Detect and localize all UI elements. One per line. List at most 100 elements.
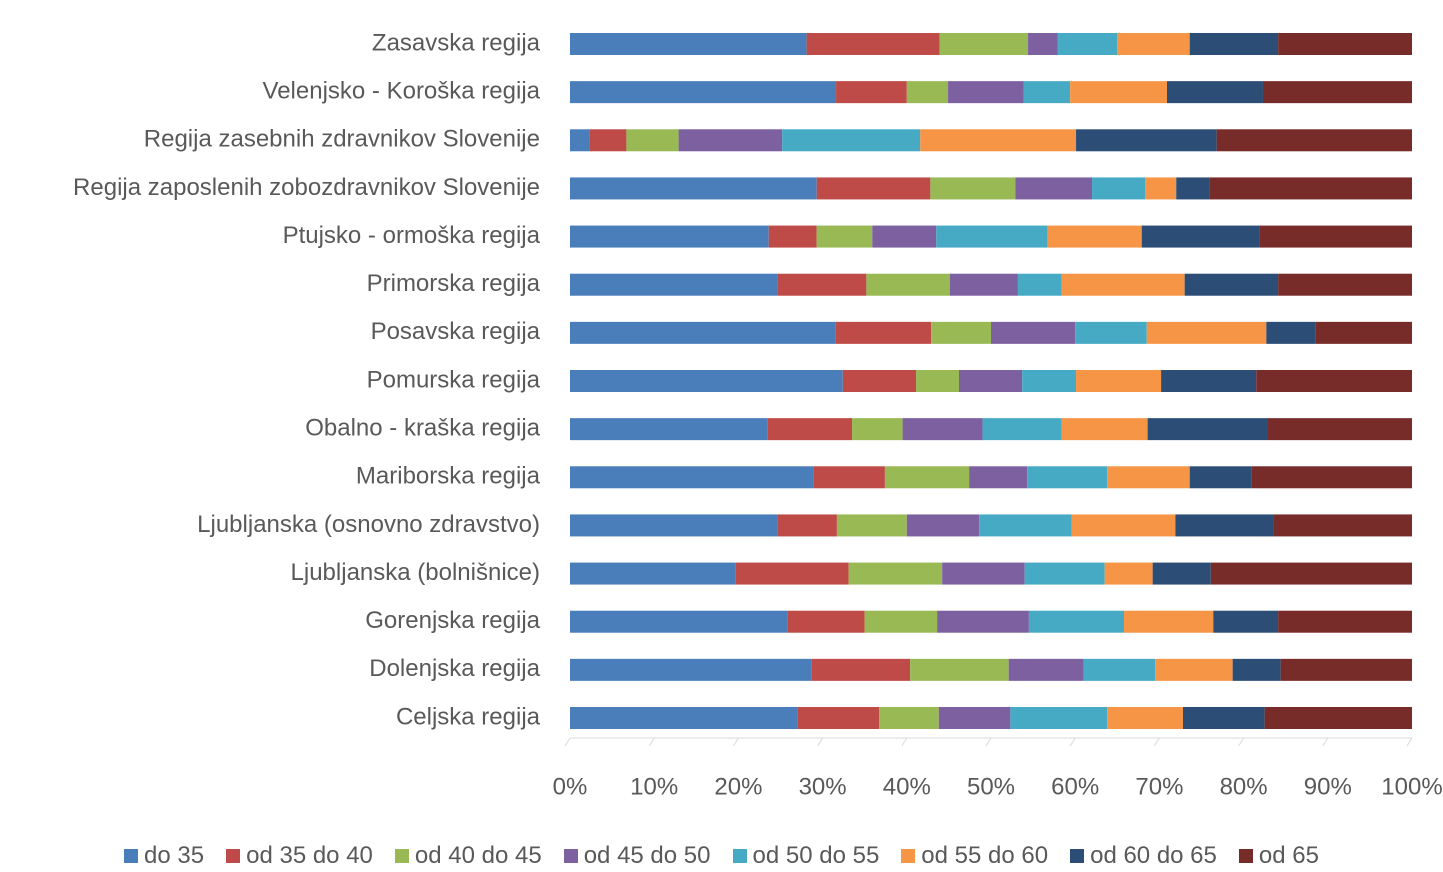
bar-segment bbox=[938, 707, 1011, 729]
bar-segment bbox=[939, 33, 1029, 55]
tick-mark bbox=[1153, 737, 1160, 747]
bar-segment bbox=[1027, 466, 1108, 489]
bar-segment bbox=[906, 81, 949, 104]
bar-segment bbox=[848, 562, 943, 585]
y-tick-label: Mariborska regija bbox=[356, 463, 541, 490]
legend-item: od 55 do 60 bbox=[901, 842, 1048, 870]
bar-segment bbox=[1209, 177, 1412, 200]
tick-mark bbox=[817, 737, 824, 747]
bar-segment bbox=[1266, 321, 1316, 344]
bar-segment bbox=[570, 610, 788, 633]
bar-segment bbox=[1028, 33, 1058, 55]
bar-segment bbox=[836, 81, 907, 104]
bar-segment bbox=[1023, 81, 1071, 104]
bar-segment bbox=[982, 418, 1062, 441]
bar-segment bbox=[1104, 562, 1153, 585]
bar-segment bbox=[1273, 514, 1412, 537]
bar-segment bbox=[777, 273, 867, 296]
bar-segment bbox=[1061, 273, 1185, 296]
bar-segment bbox=[1015, 177, 1093, 200]
bar-segment bbox=[1176, 177, 1210, 200]
bar-segment bbox=[1147, 418, 1269, 441]
legend-label: do 35 bbox=[144, 842, 205, 869]
bar-segment bbox=[937, 610, 1029, 633]
y-tick-label: Regija zasebnih zdravnikov Slovenije bbox=[144, 126, 540, 153]
legend-swatch bbox=[901, 849, 916, 863]
chart: 0% 10% 20% 30% 40% 50% 60% 70% 80% 90% 100% Celjska… bbox=[73, 29, 1443, 800]
x-tick-label: 90% bbox=[1304, 773, 1352, 800]
bar-segment bbox=[1213, 610, 1279, 633]
bar-segment bbox=[1278, 33, 1412, 55]
x-tick-label: 70% bbox=[1135, 773, 1183, 800]
legend-swatch bbox=[563, 849, 578, 863]
bar-segment bbox=[902, 418, 983, 441]
x-tick-label: 40% bbox=[883, 773, 931, 800]
bar-segment bbox=[959, 370, 1023, 392]
bar-segment bbox=[1264, 707, 1412, 729]
y-tick-label: Obalno - kraška regija bbox=[305, 414, 540, 441]
bar-segment bbox=[864, 610, 938, 633]
bar-segment bbox=[1117, 33, 1190, 55]
bar-segment bbox=[811, 658, 911, 681]
x-tick-label: 50% bbox=[967, 773, 1015, 800]
bar-segment bbox=[1278, 273, 1412, 296]
bar-segment bbox=[570, 177, 817, 200]
y-tick-label: Velenjsko - Koroška regija bbox=[263, 77, 541, 104]
legend-label: od 65 bbox=[1258, 842, 1319, 869]
bar-segment bbox=[842, 370, 917, 392]
bar-segment bbox=[1024, 562, 1105, 585]
legend-item: od 40 do 45 bbox=[394, 842, 542, 870]
bar-segment bbox=[806, 33, 940, 55]
bar-segment bbox=[570, 514, 778, 537]
bar-segment bbox=[1182, 707, 1265, 729]
bar-segment bbox=[1047, 225, 1142, 248]
bar-segment bbox=[1256, 370, 1412, 392]
bar-segment bbox=[979, 514, 1072, 537]
bar-segment bbox=[626, 129, 679, 152]
bar-segment bbox=[678, 129, 783, 152]
bar-segment bbox=[782, 129, 921, 152]
legend-swatch bbox=[1070, 849, 1085, 863]
bar-segment bbox=[949, 273, 1018, 296]
bar-segment bbox=[1146, 321, 1267, 344]
bar-segment bbox=[1070, 81, 1167, 104]
bar-segment bbox=[589, 129, 627, 152]
bar-segment bbox=[1315, 321, 1412, 344]
bar-segment bbox=[816, 225, 873, 248]
legend-item: od 60 do 65 bbox=[1070, 842, 1217, 870]
bar-segment bbox=[916, 370, 960, 392]
bar-segment bbox=[1022, 370, 1077, 392]
y-tick-label: Posavska regija bbox=[371, 318, 541, 345]
legend-swatch bbox=[732, 849, 747, 863]
tick-mark bbox=[1406, 737, 1413, 747]
bar-segment bbox=[768, 225, 817, 248]
bar-segment bbox=[816, 177, 931, 200]
bar-segment bbox=[570, 273, 778, 296]
bar-segment bbox=[1076, 370, 1162, 392]
legend-item: od 65 bbox=[1238, 842, 1319, 870]
bar-segment bbox=[1017, 273, 1062, 296]
bar-segment bbox=[570, 33, 807, 55]
bar-segment bbox=[1010, 707, 1108, 729]
bar-segment bbox=[852, 418, 903, 441]
tick-mark bbox=[985, 737, 992, 747]
y-tick-label: Celjska regija bbox=[396, 703, 541, 730]
bar-segment bbox=[836, 514, 907, 537]
legend-item: od 50 do 55 bbox=[732, 842, 879, 870]
x-tick-label: 80% bbox=[1220, 773, 1268, 800]
legend-label: od 35 do 40 bbox=[246, 842, 373, 869]
bar-segment bbox=[1124, 610, 1214, 633]
bar-segment bbox=[1155, 658, 1233, 681]
bar-segment bbox=[1075, 321, 1147, 344]
bar-segment bbox=[570, 466, 814, 489]
bar-segment bbox=[1268, 418, 1412, 441]
legend-swatch bbox=[124, 849, 139, 863]
bar-segment bbox=[1107, 707, 1183, 729]
bar-segment bbox=[1280, 658, 1412, 681]
tick-mark bbox=[901, 737, 908, 747]
bar-segment bbox=[1061, 418, 1148, 441]
x-tick-label: 100% bbox=[1381, 773, 1442, 800]
tick-mark bbox=[1322, 737, 1329, 747]
bar-segment bbox=[570, 562, 736, 585]
